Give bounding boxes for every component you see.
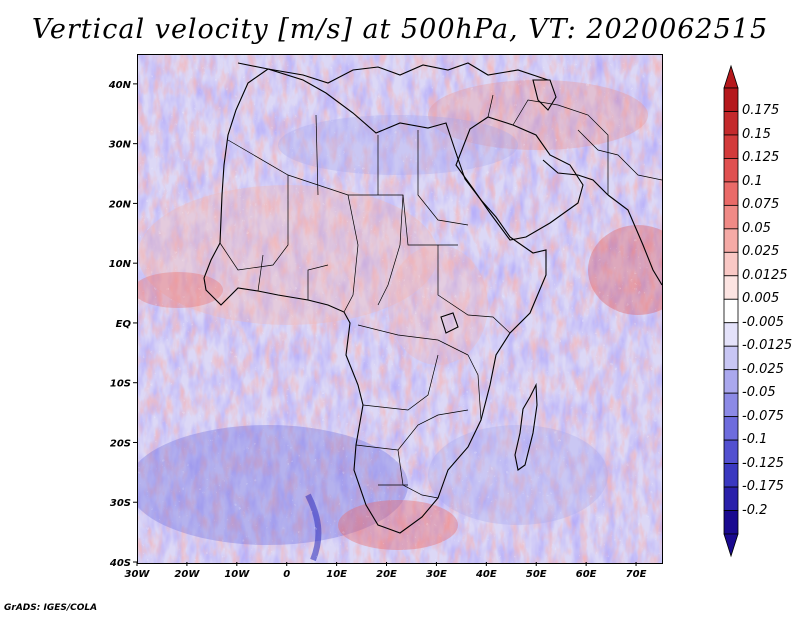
colorbar-label: 0.125 — [742, 150, 780, 166]
colorbar-swatch — [723, 439, 739, 464]
colorbar-swatch — [723, 251, 739, 277]
colorbar-label: 0.15 — [742, 126, 771, 142]
colorbar-top-arrow — [723, 64, 739, 89]
colorbar-label: -0.025 — [742, 361, 784, 377]
country-borders — [219, 94, 662, 499]
persian-gulf-coastline — [542, 159, 609, 196]
colorbar-swatch — [723, 345, 739, 371]
colorbar-label: 0.175 — [742, 103, 780, 119]
colorbar-label: -0.125 — [742, 455, 784, 471]
lake-victoria — [440, 312, 459, 334]
colorbar-swatch — [723, 134, 739, 159]
colorbar-bottom-arrow — [723, 533, 739, 558]
vertical-velocity-field — [138, 55, 662, 563]
colorbar-label: -0.1 — [742, 432, 768, 448]
colorbar-swatch — [723, 87, 739, 112]
colorbar-label: -0.2 — [742, 502, 768, 518]
colorbar-label: 0.075 — [742, 197, 780, 213]
colorbar-label: -0.175 — [742, 479, 784, 495]
colorbar-swatch — [723, 181, 739, 206]
colorbar-swatch — [723, 416, 739, 441]
colorbar-swatch — [723, 158, 739, 183]
colorbar-swatch — [723, 510, 739, 535]
africa-coastline — [203, 68, 547, 534]
colorbar-label: 0.0125 — [742, 267, 788, 283]
india-coastline — [607, 194, 662, 286]
colorbar-label: 0.1 — [742, 173, 763, 189]
colorbar-swatch — [723, 204, 739, 230]
colorbar-swatch — [723, 298, 739, 324]
arabia-coastline — [455, 116, 584, 241]
map-panel — [137, 54, 663, 564]
colorbar-swatch — [723, 369, 739, 394]
colorbar-swatch — [723, 392, 739, 418]
colorbar-label: 0.05 — [742, 220, 771, 236]
colorbar-label: -0.075 — [742, 408, 784, 424]
colorbar-label: 0.025 — [742, 244, 780, 260]
chart-title: Vertical velocity [m/s] at 500hPa, VT: 2… — [31, 14, 769, 45]
field-speckle — [138, 55, 662, 563]
colorbar-label: 0.005 — [742, 291, 780, 307]
colorbar-swatch — [723, 463, 739, 488]
colorbar-label: -0.005 — [742, 314, 784, 330]
colorbar-swatch — [723, 111, 739, 136]
colorbar-swatch — [723, 322, 739, 347]
colorbar-label: -0.05 — [742, 385, 776, 401]
colorbar-swatch — [723, 275, 739, 300]
madagascar-coastline — [514, 382, 538, 471]
colorbar-swatch — [723, 228, 739, 253]
credit-text: GrADS: IGES/COLA — [4, 603, 98, 613]
europe-coastline — [237, 62, 549, 84]
colorbar-label: -0.0125 — [742, 338, 793, 354]
colorbar-swatch — [723, 486, 739, 511]
caspian-coastline — [532, 79, 557, 111]
coastlines — [203, 62, 662, 534]
